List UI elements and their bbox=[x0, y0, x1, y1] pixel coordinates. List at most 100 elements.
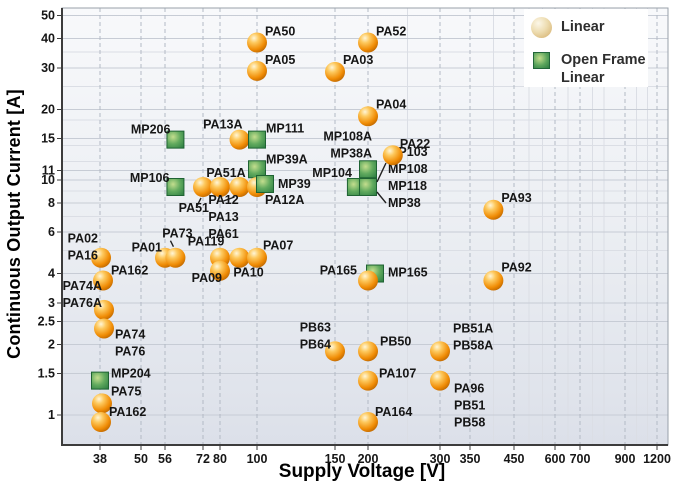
x-tick-label-700: 700 bbox=[570, 452, 591, 466]
point-pa162-4a: PA162 bbox=[93, 264, 148, 291]
point-label-pa162-1a-0: PA162 bbox=[109, 405, 146, 419]
point-label-pa12-pa13-pa61-1: PA13 bbox=[208, 210, 238, 224]
x-tick-label-50: 50 bbox=[134, 452, 148, 466]
point-label-mp106-0: MP106 bbox=[130, 171, 170, 185]
point-label-pa165-0: PA165 bbox=[320, 264, 357, 278]
point-pb50: PB50 bbox=[358, 334, 411, 362]
legend-label-linear: Linear bbox=[561, 19, 605, 35]
x-tick-label-350: 350 bbox=[460, 452, 481, 466]
pointer-line-pa51-0 bbox=[196, 197, 202, 207]
point-label-pa09-0: PA09 bbox=[192, 271, 222, 285]
point-label-mp108a-mp38a-1: MP38A bbox=[330, 146, 372, 160]
point-pa50: PA50 bbox=[247, 25, 295, 53]
point-pa107: PA107 bbox=[358, 367, 416, 391]
square-marker-mp103-mp108-mp118-mp38 bbox=[359, 178, 377, 196]
sphere-marker-pa05 bbox=[247, 60, 267, 81]
point-mp39a: MP39A bbox=[248, 152, 308, 179]
point-mp204: MP204 bbox=[91, 367, 151, 390]
point-mp39: MP39 bbox=[256, 175, 311, 193]
sphere-marker-pa13a bbox=[229, 129, 250, 150]
point-pa52: PA52 bbox=[358, 25, 406, 53]
sphere-marker-pa50 bbox=[247, 32, 267, 53]
y-tick-label-1.5: 1.5 bbox=[38, 367, 55, 381]
sphere-marker-pa75 bbox=[92, 393, 112, 414]
sphere-marker-pa12-pa13-pa61 bbox=[229, 177, 250, 197]
point-pa74-pa76: PA74 PA76 bbox=[94, 318, 145, 358]
sphere-marker-pa73 bbox=[165, 247, 186, 268]
point-pa92: PA92 bbox=[483, 261, 532, 291]
point-label-pa73-0: PA73 bbox=[162, 227, 192, 241]
sphere-marker-pa74-pa76 bbox=[94, 318, 114, 339]
legend: Linear Open Frame Linear bbox=[524, 9, 648, 87]
point-label-mp39-0: MP39 bbox=[278, 177, 311, 191]
point-label-pb51a-pb58a-1: PB58A bbox=[453, 338, 493, 352]
sphere-marker-pa09 bbox=[210, 260, 230, 281]
sphere-marker-pa51a bbox=[210, 177, 230, 197]
square-marker-mp108a-mp38a bbox=[359, 160, 377, 179]
point-label-pa03-0: PA03 bbox=[343, 53, 373, 67]
axis-lines bbox=[61, 8, 668, 446]
sphere-marker-pa07 bbox=[247, 247, 267, 268]
point-label-pa10-0: PA10 bbox=[233, 266, 263, 280]
sphere-marker-pa165 bbox=[358, 270, 378, 291]
sphere-marker-pa93 bbox=[483, 199, 504, 220]
sphere-marker-pa04 bbox=[358, 106, 378, 127]
sphere-marker-pa162-4a bbox=[93, 270, 113, 291]
legend-label-open-frame-linear: Open Frame Linear bbox=[561, 52, 646, 86]
point-label-pa51a-0: PA51A bbox=[206, 166, 245, 180]
square-marker-mp111 bbox=[248, 130, 266, 149]
point-label-pa12a-0: PA12A bbox=[265, 193, 304, 207]
y-tick-label-2.5: 2.5 bbox=[38, 314, 55, 328]
point-pa10: PA10 bbox=[229, 247, 264, 280]
tick-marks bbox=[57, 15, 658, 450]
point-label-mp204-0: MP204 bbox=[111, 367, 151, 381]
sphere-marker-pa107 bbox=[358, 370, 378, 391]
point-pa96-pb51-pb58: PA96 PB51 PB58 bbox=[430, 370, 485, 430]
point-label-pa74-pa76-0: PA74 bbox=[115, 327, 145, 341]
sphere-marker-pa03 bbox=[325, 61, 345, 82]
point-label-pa07-0: PA07 bbox=[263, 239, 293, 253]
y-tick-label-11: 11 bbox=[42, 163, 55, 177]
y-axis-title: Continuous Output Current [A] bbox=[4, 89, 24, 359]
point-label-pa12-pa13-pa61-2: PA61 bbox=[208, 227, 238, 241]
sphere-marker-pa92 bbox=[483, 270, 504, 291]
point-label-pa13a-0: PA13A bbox=[203, 118, 242, 132]
sphere-marker-pb51a-pb58a bbox=[430, 341, 450, 362]
square-marker-mp206 bbox=[166, 130, 185, 149]
y-tick-label-50: 50 bbox=[41, 9, 55, 23]
x-tick-label-100: 100 bbox=[247, 452, 268, 466]
point-pa164: PA164 bbox=[358, 405, 412, 432]
sphere-marker-pa10 bbox=[229, 247, 250, 268]
point-label-mp165-0: MP165 bbox=[388, 266, 428, 280]
open-frame-square-marker-icon bbox=[533, 52, 550, 69]
x-tick-label-72: 72 bbox=[196, 452, 210, 466]
point-label-pb51a-pb58a-0: PB51A bbox=[453, 321, 493, 335]
sphere-marker-pa96-pb51-pb58 bbox=[430, 370, 450, 391]
x-tick-label-80: 80 bbox=[213, 452, 227, 466]
point-pa02-pa16: PA02 PA16 bbox=[68, 232, 111, 268]
point-label-pa96-pb51-pb58-2: PB58 bbox=[454, 416, 485, 430]
point-pa75: PA75 bbox=[92, 384, 141, 414]
x-tick-label-150: 150 bbox=[325, 452, 346, 466]
point-label-pa74a-pa76a-0: PA74A bbox=[63, 279, 102, 293]
point-label-pa164-0: PA164 bbox=[375, 405, 412, 419]
point-label-pa12-pa13-pa61-0: PA12 bbox=[208, 193, 238, 207]
point-label-pb63-pb64-1: PB64 bbox=[300, 337, 331, 351]
square-marker-mp106 bbox=[166, 178, 185, 196]
point-label-pa50-0: PA50 bbox=[265, 25, 295, 39]
sphere-marker-pa51 bbox=[193, 177, 213, 197]
point-pa73: PA73 bbox=[162, 227, 193, 268]
point-label-pa52-0: PA52 bbox=[376, 25, 406, 39]
x-tick-label-900: 900 bbox=[615, 452, 636, 466]
y-tick-label-40: 40 bbox=[41, 32, 55, 46]
x-tick-label-56: 56 bbox=[158, 452, 172, 466]
point-label-pa107-0: PA107 bbox=[379, 367, 416, 381]
point-pb63-pb64: PB63 PB64 bbox=[300, 320, 345, 362]
point-pa74a-pa76a: PA74A PA76A bbox=[63, 279, 114, 320]
point-label-pa75-0: PA75 bbox=[111, 384, 141, 398]
point-label-mp108a-mp38a-0: MP108A bbox=[323, 129, 372, 143]
